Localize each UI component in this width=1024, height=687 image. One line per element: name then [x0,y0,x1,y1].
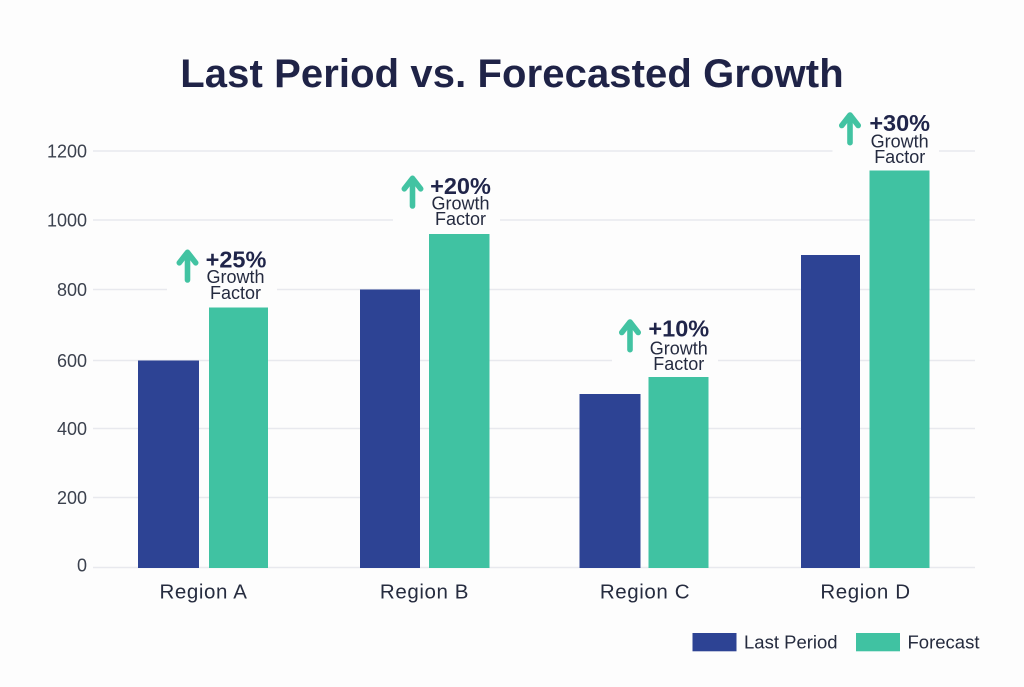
svg-text:Region D: Region D [820,580,910,603]
svg-text:Factor: Factor [653,354,704,374]
svg-text:400: 400 [57,419,87,439]
svg-text:Last Period vs. Forecasted Gro: Last Period vs. Forecasted Growth [180,52,843,96]
svg-text:Factor: Factor [435,209,486,229]
svg-text:+30%: +30% [869,110,930,136]
svg-text:800: 800 [57,280,87,300]
svg-text:Growth: Growth [871,132,929,152]
svg-text:600: 600 [57,351,87,371]
svg-text:0: 0 [77,556,87,576]
svg-text:Region C: Region C [600,580,690,603]
svg-text:Growth: Growth [206,267,264,287]
svg-text:Growth: Growth [650,339,708,359]
svg-text:Region A: Region A [159,580,247,603]
svg-text:Forecast: Forecast [908,632,980,653]
svg-text:Growth: Growth [431,193,489,213]
svg-text:+20%: +20% [430,173,491,199]
svg-text:Region B: Region B [380,580,469,603]
svg-text:Last Period: Last Period [744,632,838,653]
svg-text:200: 200 [57,488,87,508]
svg-text:+10%: +10% [648,316,709,342]
svg-text:Factor: Factor [210,283,261,303]
svg-text:Factor: Factor [874,147,925,167]
svg-text:1000: 1000 [47,210,87,230]
svg-text:1200: 1200 [47,141,87,161]
svg-text:+25%: +25% [206,246,267,272]
